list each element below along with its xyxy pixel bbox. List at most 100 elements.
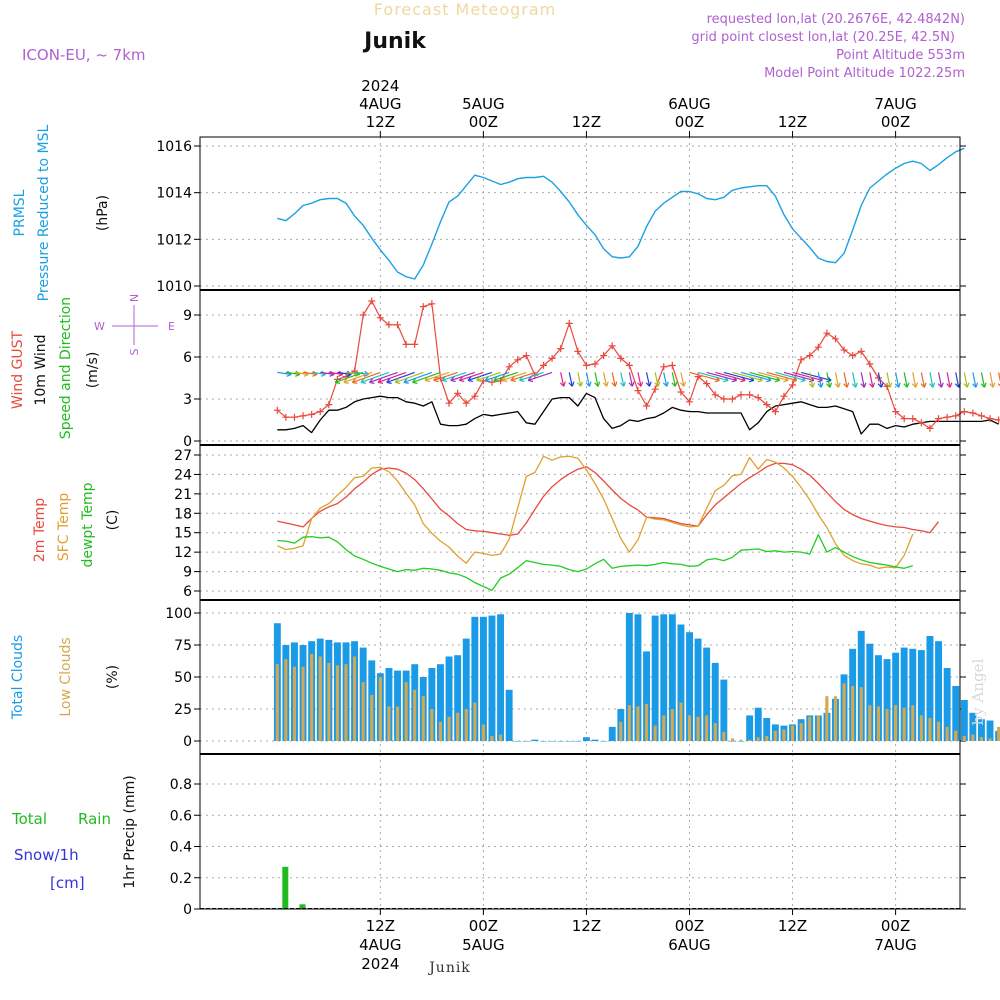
wind-arrow [328,371,343,375]
bottom-time-label: 12Z [778,917,807,935]
total-cloud-bar [866,643,874,741]
gust-marker [282,413,290,421]
wind-arrow [792,371,823,381]
wind-arrow-head [877,382,884,388]
wind-arrow-head [458,376,465,383]
top-time-label: 2024 [361,77,399,95]
wind-arrow-head [351,378,358,384]
wind-arrow-head [860,382,867,388]
pressure-label-long: Pressure Reduced to MSL [36,124,52,301]
y-tick-label: 0 [183,734,192,750]
gust-marker [711,391,719,399]
wind-arrow-head [568,381,575,387]
wind-arrow [337,371,352,375]
location-title: Junik [362,29,427,54]
top-time-label: 5AUG [462,95,504,113]
wind-arrow-head [628,381,635,387]
total-cloud-bar [634,614,642,741]
y-tick-label: 25 [174,702,192,718]
wind-arrow [955,372,960,388]
gust-marker [943,413,951,421]
gust-marker [617,354,625,362]
total-cloud-bar [952,686,960,741]
wind-arrow-head [510,376,516,383]
snow-unit: [cm] [50,874,85,892]
wind-arrow [689,371,720,381]
cloud-unit: (%) [105,665,121,689]
gust-marker [831,335,839,343]
total-cloud-bar [883,659,891,741]
low-cloud-bar [825,696,829,741]
low-cloud-bar [413,689,417,741]
wind-arrow-head [493,376,499,383]
total-cloud-bar [978,719,985,741]
wind-arrow-head [817,382,824,388]
low-cloud-bar [679,702,683,741]
wind-arrow-head [576,381,584,387]
gust-marker [514,356,522,364]
gust-marker [273,406,281,414]
wind-dir-label: Speed and Direction [58,297,74,439]
wind-arrow [620,372,625,387]
low-cloud-bar [954,730,958,741]
total-cloud-bar [394,670,401,741]
total-cloud-bar [625,613,633,741]
total-cloud-bar [531,739,539,741]
low-cloud-bar [722,732,726,741]
wind-arrow-head [602,381,609,387]
compass-e: E [168,320,175,333]
wind-arrow [519,371,544,381]
total-cloud-bar [720,679,728,741]
wind-arrow-head [654,381,661,387]
y-tick-label: 50 [174,670,192,686]
wind-arrow [715,371,746,381]
total-cloud-bar [565,741,573,742]
wind-arrow [903,372,908,388]
gust-marker [385,321,393,329]
total-cloud-bar [711,662,719,741]
bottom-time-label: 2024 [361,955,399,973]
wind-arrow-head [369,378,375,384]
gust-marker [582,361,590,369]
total-cloud-bar [497,614,504,741]
low-cloud-bar [885,709,889,741]
wind-arrow [311,371,326,375]
wind-arrow [920,372,925,388]
compass-rose: W E N S [94,294,175,356]
total-cloud-bar [574,741,582,742]
wind-arrow [732,371,763,381]
wind-arrow-head [637,381,644,387]
wind-arrow [386,371,415,383]
gust-marker [797,356,805,364]
wind-arrow [843,372,848,388]
y-tick-label: 6 [183,584,192,600]
wind-arrow [809,372,814,388]
gust-marker [359,311,367,319]
total-cloud-bar [583,737,590,741]
wind-arrow-head [433,376,439,383]
wind-arrow-head [377,378,384,384]
gust-marker [325,401,333,409]
low-cloud-bar [396,706,400,741]
wind-arrow [929,372,934,388]
wind-arrow-head [834,382,841,388]
gust-marker [995,416,1000,424]
temp-label-group: 2m Temp SFC Temp dewpt Temp (C) [32,482,121,567]
grid-point: grid point closest lon,lat (20.25E, 42.5… [691,30,955,45]
wind-arrow-head [476,376,482,383]
low-cloud-bar [318,656,322,741]
precip-axis-label: 1hr Precip (mm) [122,775,138,888]
bottom-time-label: 4AUG [359,936,401,954]
wind-arrow-head [869,382,876,388]
low-cloud-bar [928,718,932,741]
wind-arrow-head [386,378,392,384]
wind-arrow [783,371,815,381]
total-cloud-bar [600,741,608,742]
gust-marker [591,360,599,368]
wind-arrow [972,372,977,388]
wind-arrow [963,372,968,388]
wind-arrow [459,371,484,381]
wind-label: 10m Wind [33,334,49,405]
